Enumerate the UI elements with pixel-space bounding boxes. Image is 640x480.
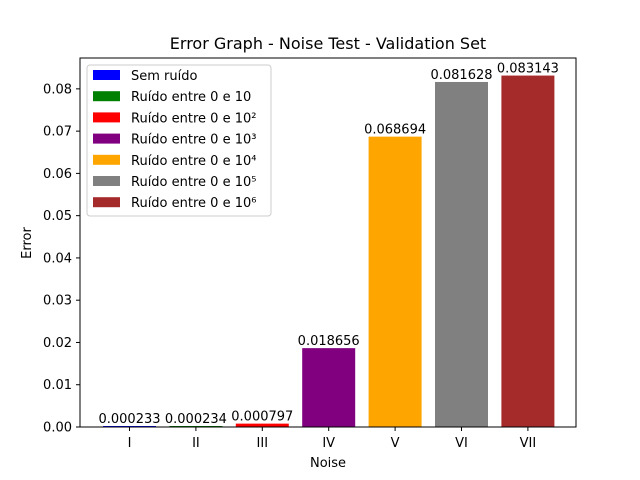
bar-VI bbox=[435, 81, 488, 427]
y-tick-label: 0.05 bbox=[43, 209, 72, 224]
legend-label: Ruído entre 0 e 10⁵ bbox=[131, 175, 256, 190]
bar-value-label: 0.018656 bbox=[298, 334, 360, 349]
legend-label: Ruído entre 0 e 10³ bbox=[131, 133, 256, 148]
x-tick-label: V bbox=[391, 436, 400, 451]
chart-title: Error Graph - Noise Test - Validation Se… bbox=[170, 34, 486, 53]
y-tick-label: 0.08 bbox=[43, 82, 72, 97]
bars bbox=[103, 75, 555, 427]
bar-value-label: 0.000797 bbox=[231, 410, 293, 425]
x-axis: I II III IV V VI VII bbox=[128, 427, 537, 451]
legend-swatch bbox=[93, 154, 120, 165]
legend-swatch bbox=[93, 133, 120, 144]
bar-III bbox=[235, 423, 289, 427]
legend-swatch bbox=[93, 70, 120, 80]
y-tick-label: 0.02 bbox=[43, 336, 72, 351]
legend-swatch bbox=[93, 197, 120, 208]
bar-value-label: 0.000233 bbox=[98, 412, 160, 427]
y-tick-label: 0.04 bbox=[43, 251, 72, 266]
x-tick-label: II bbox=[192, 436, 200, 451]
legend-label: Ruído entre 0 e 10⁶ bbox=[131, 196, 256, 211]
bar-value-label: 0.081628 bbox=[430, 68, 492, 83]
y-axis: 0.00 0.01 0.02 0.03 0.04 0.05 0.06 0.07 0.08 bbox=[43, 82, 80, 436]
legend-label: Ruído entre 0 e 10 bbox=[131, 90, 251, 105]
legend-swatch bbox=[93, 91, 120, 102]
x-tick-label: VI bbox=[455, 436, 468, 451]
bar-value-label: 0.068694 bbox=[364, 123, 426, 138]
bar-value-labels: 0.000233 0.000234 0.000797 0.018656 0.068694… bbox=[98, 62, 558, 427]
x-tick-label: III bbox=[257, 436, 269, 451]
bar-value-label: 0.083143 bbox=[497, 62, 559, 77]
legend-swatch bbox=[93, 112, 120, 123]
bar-VII bbox=[501, 75, 555, 427]
legend-label: Ruído entre 0 e 10⁴ bbox=[131, 154, 256, 169]
y-axis-label: Error bbox=[20, 227, 35, 259]
legend-label: Sem ruído bbox=[131, 69, 197, 84]
legend-label: Ruído entre 0 e 10² bbox=[131, 111, 256, 126]
y-tick-label: 0.03 bbox=[43, 294, 72, 309]
bar-value-label: 0.000234 bbox=[165, 412, 227, 427]
bar-IV bbox=[302, 348, 356, 427]
plot-frame bbox=[79, 57, 577, 428]
legend-frame bbox=[86, 64, 272, 217]
x-tick-label: IV bbox=[322, 436, 335, 451]
legend: Sem ruído Ruído entre 0 e 10 Ruído entre 0… bbox=[86, 64, 272, 217]
legend-swatch bbox=[93, 176, 120, 186]
bar-V bbox=[368, 136, 422, 427]
y-tick-label: 0.06 bbox=[43, 167, 72, 182]
y-tick-label: 0.01 bbox=[43, 378, 72, 393]
x-tick-label: I bbox=[128, 436, 132, 451]
y-tick-label: 0.07 bbox=[43, 125, 72, 140]
x-tick-label: VII bbox=[520, 436, 537, 451]
legend-entries: Sem ruído Ruído entre 0 e 10 Ruído entre 0… bbox=[93, 69, 256, 211]
y-tick-label: 0.00 bbox=[43, 421, 72, 436]
x-axis-label: Noise bbox=[310, 456, 346, 471]
